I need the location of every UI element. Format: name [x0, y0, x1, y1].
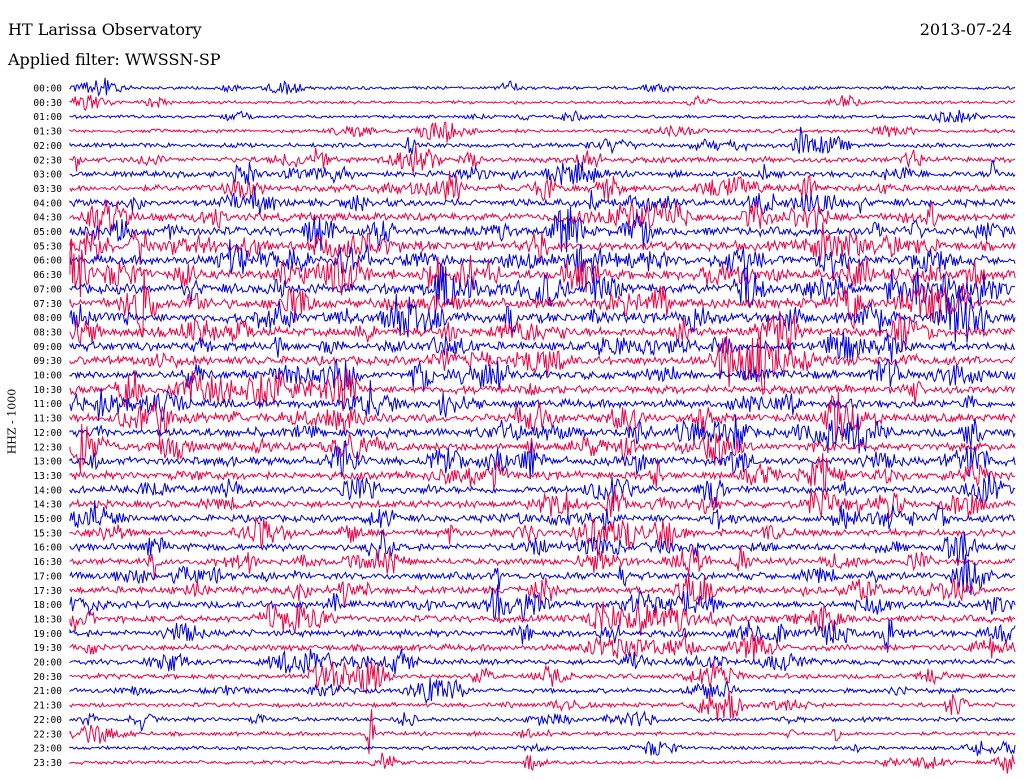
trace-line [69, 206, 1016, 253]
trace-line [69, 554, 1016, 595]
row-time-label: 10:30 [33, 385, 62, 396]
row-time-label: 00:00 [33, 84, 62, 95]
trace-line [69, 358, 1016, 392]
filter-label: Applied filter: WWSSN-SP [8, 50, 221, 69]
trace-line [69, 77, 1016, 97]
trace-line [69, 423, 1016, 472]
trace-line [69, 199, 1016, 241]
trace-line [69, 545, 1016, 580]
row-time-label: 15:30 [33, 528, 62, 539]
trace-line [69, 584, 1016, 622]
row-time-label: 01:30 [33, 127, 62, 138]
observatory-title: HT Larissa Observatory [8, 20, 202, 39]
trace-line [69, 740, 1016, 756]
trace-line [69, 619, 1016, 653]
trace-line [69, 239, 1016, 282]
trace-line [69, 529, 1016, 566]
trace-line [69, 331, 1016, 363]
trace-line [69, 710, 1016, 732]
trace-line [69, 601, 1016, 636]
row-time-label: 12:30 [33, 442, 62, 453]
row-time-label: 02:30 [33, 155, 62, 166]
trace-line [69, 690, 1016, 722]
row-time-label: 04:30 [33, 213, 62, 224]
row-time-label: 13:30 [33, 471, 62, 482]
trace-line [69, 121, 1016, 143]
trace-line [69, 145, 1016, 174]
row-time-label: 08:00 [33, 313, 62, 324]
row-time-label: 16:30 [33, 557, 62, 568]
row-time-label: 05:00 [33, 227, 62, 238]
trace-line [69, 439, 1016, 480]
row-time-label: 18:00 [33, 600, 62, 611]
trace-line [69, 453, 1016, 491]
trace-line [69, 126, 1016, 155]
row-time-label: 20:00 [33, 658, 62, 669]
row-time-label: 17:00 [33, 571, 62, 582]
row-time-label: 23:30 [33, 758, 62, 769]
row-time-label: 07:00 [33, 284, 62, 295]
row-time-label: 19:30 [33, 643, 62, 654]
trace-line [69, 500, 1016, 531]
row-time-label: 04:00 [33, 198, 62, 209]
row-time-label: 22:00 [33, 715, 62, 726]
row-time-label: 06:00 [33, 256, 62, 267]
trace-line [69, 414, 1016, 454]
row-time-label: 23:00 [33, 744, 62, 755]
row-time-label: 14:00 [33, 485, 62, 496]
row-time-label: 06:30 [33, 270, 62, 281]
row-time-label: 22:30 [33, 729, 62, 740]
trace-line [69, 368, 1016, 412]
row-time-label: 01:00 [33, 112, 62, 123]
row-time-label: 08:30 [33, 327, 62, 338]
trace-line [69, 290, 1016, 343]
trace-line [69, 752, 1016, 774]
row-time-label: 14:30 [33, 500, 62, 511]
row-time-label: 03:30 [33, 184, 62, 195]
row-time-label: 02:00 [33, 141, 62, 152]
trace-line [69, 94, 1016, 112]
trace-line [69, 632, 1016, 661]
trace-line [69, 222, 1016, 265]
row-time-label: 21:00 [33, 686, 62, 697]
row-time-label: 00:30 [33, 98, 62, 109]
row-time-label: 12:00 [33, 428, 62, 439]
row-time-label: 21:30 [33, 701, 62, 712]
trace-line [69, 380, 1016, 422]
trace-line [69, 573, 1016, 609]
trace-line [69, 241, 1016, 298]
row-time-label: 16:00 [33, 543, 62, 554]
trace-line [69, 170, 1016, 202]
trace-line [69, 472, 1016, 509]
row-time-label: 09:00 [33, 342, 62, 353]
row-time-label: 19:00 [33, 629, 62, 640]
row-time-label: 18:30 [33, 614, 62, 625]
trace-line [69, 709, 1016, 754]
trace-line [69, 677, 1016, 705]
record-date: 2013-07-24 [919, 20, 1012, 39]
trace-line [69, 391, 1016, 443]
trace-line [69, 648, 1016, 675]
row-time-label: 13:00 [33, 457, 62, 468]
row-time-label: 11:30 [33, 414, 62, 425]
row-time-label: 05:30 [33, 241, 62, 252]
trace-line [69, 159, 1016, 185]
row-time-label: 03:00 [33, 170, 62, 181]
row-time-label: 10:00 [33, 371, 62, 382]
trace-line [69, 486, 1016, 520]
row-time-label: 15:00 [33, 514, 62, 525]
trace-line [69, 331, 1016, 396]
row-time-label: 17:30 [33, 586, 62, 597]
row-time-label: 07:30 [33, 299, 62, 310]
row-time-label: 09:30 [33, 356, 62, 367]
trace-line [69, 310, 1016, 358]
row-time-label: 20:30 [33, 672, 62, 683]
trace-line [69, 661, 1016, 694]
trace-line [69, 515, 1016, 552]
trace-line [69, 186, 1016, 216]
trace-line [69, 271, 1016, 338]
trace-line [69, 109, 1016, 124]
row-time-label: 11:00 [33, 399, 62, 410]
